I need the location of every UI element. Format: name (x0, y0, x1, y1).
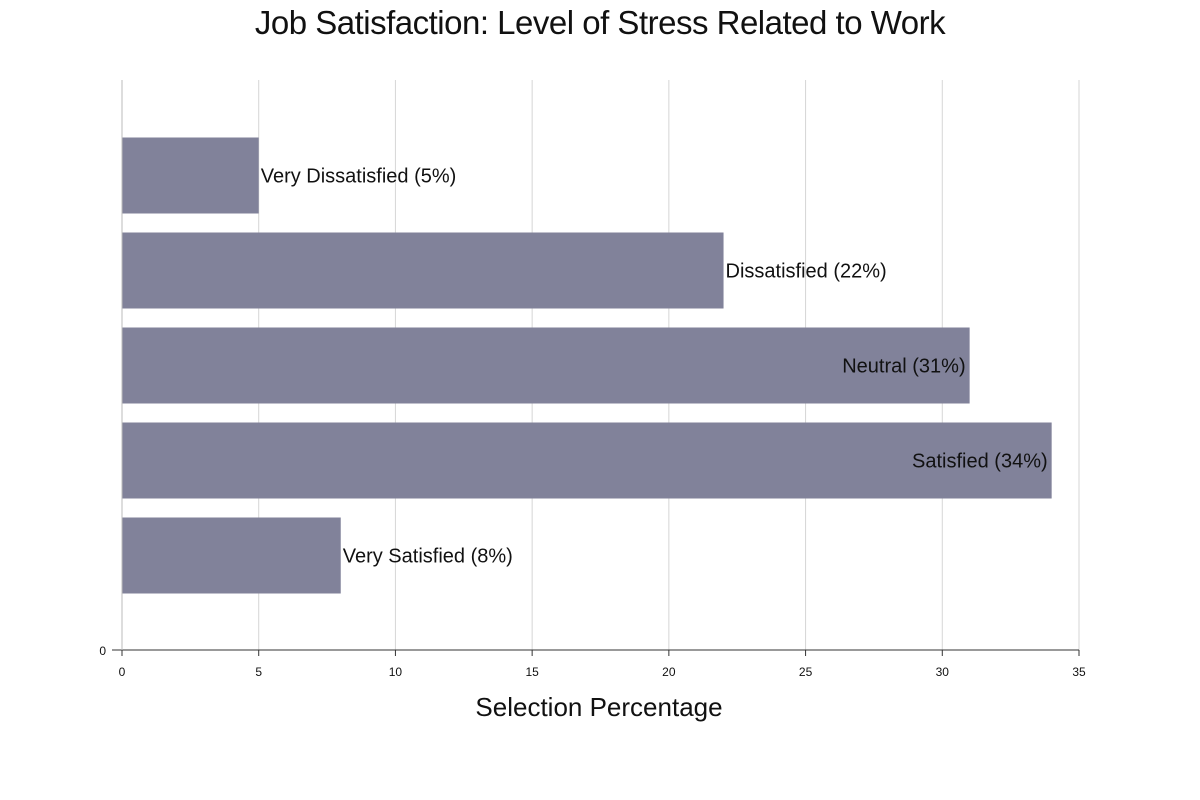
x-tick-label: 30 (936, 665, 950, 679)
bar (122, 232, 724, 309)
bars: Very Dissatisfied (5%) Dissatisfied (22%)… (122, 137, 1052, 594)
bar (122, 422, 1052, 499)
axes (112, 80, 1079, 651)
bar (122, 137, 259, 214)
bar-data-label: Dissatisfied (22%) (726, 261, 887, 283)
x-tick-label: 15 (525, 665, 539, 679)
y-tick-labels: 0 (99, 644, 106, 658)
x-tick-label: 35 (1072, 665, 1086, 679)
bar (122, 517, 341, 594)
x-tick-label: 20 (662, 665, 676, 679)
x-tick-label: 0 (119, 665, 126, 679)
x-tick-label: 10 (389, 665, 403, 679)
x-tick-label: 25 (799, 665, 813, 679)
bar (122, 327, 970, 404)
x-axis-title: Selection Percentage (475, 692, 722, 722)
bar-data-label: Satisfied (34%) (912, 451, 1048, 473)
x-tick-labels: 0 5 10 15 20 25 30 35 (119, 650, 1086, 679)
bar-data-label: Very Dissatisfied (5%) (261, 166, 457, 188)
bar-data-label: Very Satisfied (8%) (343, 546, 513, 568)
bar-data-label: Neutral (31%) (842, 356, 965, 378)
x-tick-label: 5 (255, 665, 262, 679)
chart-title: Job Satisfaction: Level of Stress Relate… (254, 4, 946, 41)
y-tick-label: 0 (99, 644, 106, 658)
